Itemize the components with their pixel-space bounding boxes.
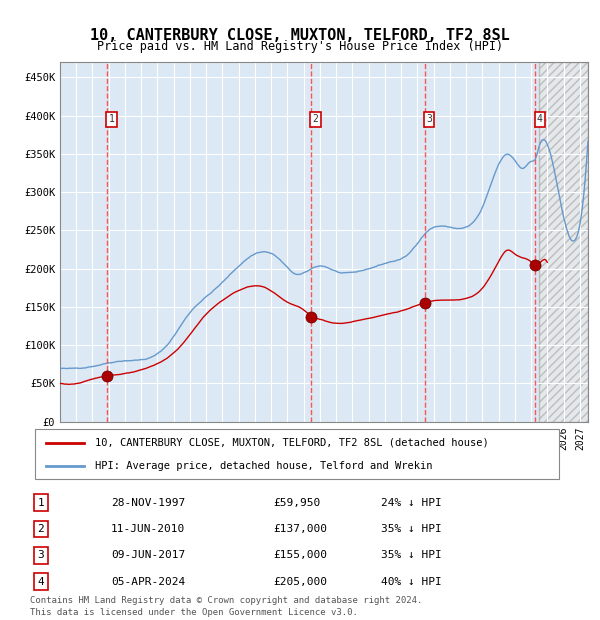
Text: This data is licensed under the Open Government Licence v3.0.: This data is licensed under the Open Gov… <box>30 608 358 617</box>
Text: 4: 4 <box>537 114 543 125</box>
Text: £59,950: £59,950 <box>273 498 320 508</box>
Text: 35% ↓ HPI: 35% ↓ HPI <box>381 524 442 534</box>
Text: HPI: Average price, detached house, Telford and Wrekin: HPI: Average price, detached house, Telf… <box>95 461 432 471</box>
Text: 4: 4 <box>37 577 44 587</box>
FancyBboxPatch shape <box>35 429 559 479</box>
Text: 1: 1 <box>109 114 115 125</box>
Text: 40% ↓ HPI: 40% ↓ HPI <box>381 577 442 587</box>
Text: £137,000: £137,000 <box>273 524 327 534</box>
Text: 10, CANTERBURY CLOSE, MUXTON, TELFORD, TF2 8SL: 10, CANTERBURY CLOSE, MUXTON, TELFORD, T… <box>90 28 510 43</box>
Text: 35% ↓ HPI: 35% ↓ HPI <box>381 551 442 560</box>
Bar <box>539 62 588 422</box>
Text: 3: 3 <box>426 114 432 125</box>
Text: 1: 1 <box>37 498 44 508</box>
Text: £155,000: £155,000 <box>273 551 327 560</box>
Text: Price paid vs. HM Land Registry's House Price Index (HPI): Price paid vs. HM Land Registry's House … <box>97 40 503 53</box>
Text: 24% ↓ HPI: 24% ↓ HPI <box>381 498 442 508</box>
Text: £205,000: £205,000 <box>273 577 327 587</box>
Text: 10, CANTERBURY CLOSE, MUXTON, TELFORD, TF2 8SL (detached house): 10, CANTERBURY CLOSE, MUXTON, TELFORD, T… <box>95 438 488 448</box>
Text: 2: 2 <box>37 524 44 534</box>
Text: 2: 2 <box>313 114 319 125</box>
Text: Contains HM Land Registry data © Crown copyright and database right 2024.: Contains HM Land Registry data © Crown c… <box>30 596 422 606</box>
Text: 3: 3 <box>37 551 44 560</box>
Text: 11-JUN-2010: 11-JUN-2010 <box>111 524 185 534</box>
Text: 09-JUN-2017: 09-JUN-2017 <box>111 551 185 560</box>
Text: 28-NOV-1997: 28-NOV-1997 <box>111 498 185 508</box>
Text: 05-APR-2024: 05-APR-2024 <box>111 577 185 587</box>
